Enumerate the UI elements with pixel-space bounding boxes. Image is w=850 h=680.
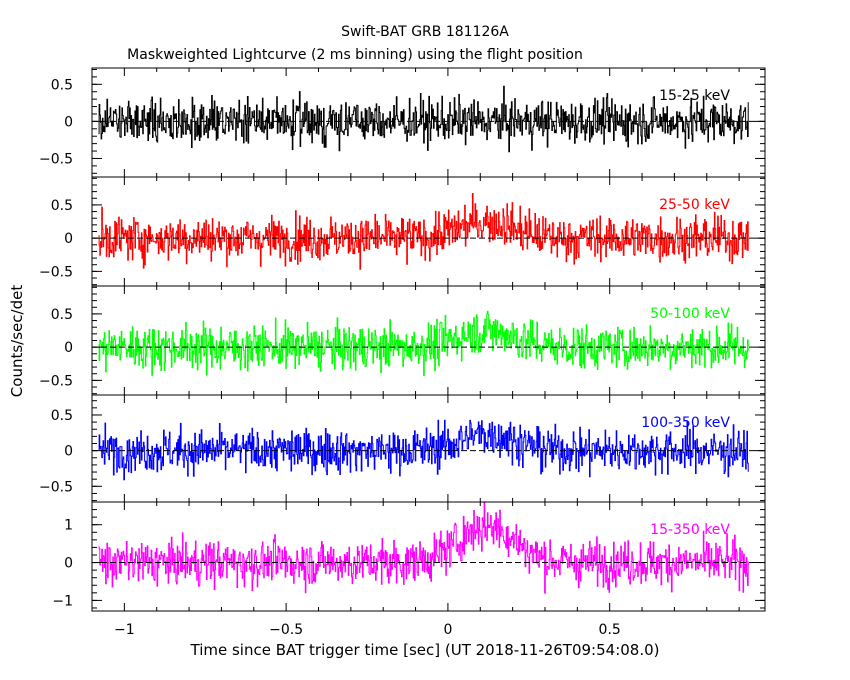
panel-4: −0.5 0 0.5 100-350 keV <box>39 394 766 503</box>
panel-1: −0.5 0 0.5 15-25 keV <box>39 67 766 178</box>
y-tick-label: 0 <box>64 340 73 356</box>
x-tick-label: −0.5 <box>269 622 303 638</box>
y-tick-label: 0 <box>64 556 73 572</box>
y-tick-label: 0 <box>64 444 73 460</box>
band-label: 50-100 keV <box>650 306 730 322</box>
chart-title: Swift-BAT GRB 181126A <box>341 24 509 40</box>
y-tick-label: −1 <box>52 593 73 609</box>
x-axis-label: Time since BAT trigger time [sec] (UT 20… <box>190 641 660 659</box>
panel-2: −0.5 0 0.5 25-50 keV <box>39 176 766 287</box>
series-line <box>98 85 749 153</box>
band-label: 15-350 keV <box>650 522 730 538</box>
y-tick-label: 0 <box>64 114 73 130</box>
band-label: 25-50 keV <box>659 197 730 213</box>
y-tick-label: −0.5 <box>39 264 73 280</box>
series-line <box>98 310 749 376</box>
x-tick-labels: −1 −0.5 0 0.5 <box>114 622 621 638</box>
panel-3: −0.5 0 0.5 50-100 keV <box>39 285 766 396</box>
y-tick-label: 0.5 <box>51 77 73 93</box>
y-tick-label: 1 <box>64 518 73 534</box>
y-tick-label: −0.5 <box>39 479 73 495</box>
band-label: 100-350 keV <box>641 415 730 431</box>
y-tick-label: −0.5 <box>39 151 73 167</box>
series-line <box>98 193 749 270</box>
chart-subtitle: Maskweighted Lightcurve (2 ms binning) u… <box>127 47 583 63</box>
y-tick-label: 0 <box>64 231 73 247</box>
y-axis-label: Counts/sec/det <box>8 285 26 398</box>
panels-group: −0.5 0 0.5 15-25 keV −0.5 0 0.5 25-50 keV −0.5 0 0… <box>39 67 766 612</box>
series-line <box>98 419 749 481</box>
panel-frame <box>91 501 766 612</box>
y-tick-label: 0.5 <box>51 198 73 214</box>
x-tick-label: −1 <box>114 622 135 638</box>
panel-5: −1 0 1 15-350 keV <box>52 501 766 612</box>
band-label: 15-25 keV <box>659 88 730 104</box>
y-tick-label: −0.5 <box>39 373 73 389</box>
x-tick-label: 0 <box>443 622 452 638</box>
y-tick-label: 0.5 <box>51 408 73 424</box>
y-tick-label: 0.5 <box>51 307 73 323</box>
series-line <box>98 502 749 594</box>
x-tick-label: 0.5 <box>599 622 621 638</box>
